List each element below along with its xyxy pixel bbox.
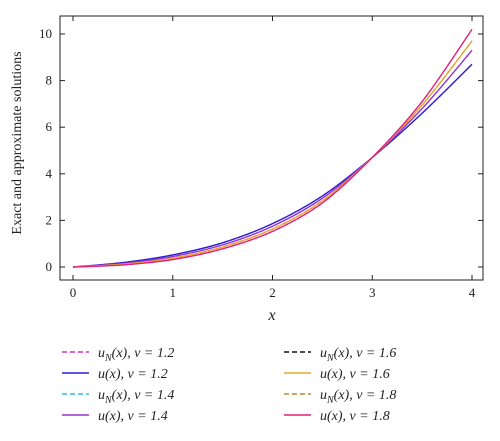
axes: 0 1 2 3 4 0 2 4 6 8 10 xyxy=(39,16,483,300)
series-line-0 xyxy=(72,63,473,268)
x-tick-label: 0 xyxy=(70,285,77,300)
legend: uN(x), ν = 1.2 u(x), ν = 1.2 uN(x), ν = 1.… xyxy=(62,346,396,424)
x-tick-label: 1 xyxy=(170,285,177,300)
y-tick-label: 2 xyxy=(46,212,53,227)
series-line-3 xyxy=(72,49,473,268)
series-line-5 xyxy=(72,40,473,268)
legend-entry-label: u(x), ν = 1.8 xyxy=(320,409,390,424)
y-axis-title: Exact and approximate solutions xyxy=(10,51,25,234)
legend-entry-label: uN(x), ν = 1.4 xyxy=(98,388,174,406)
y-tick-label: 4 xyxy=(46,166,53,181)
legend-entry-label: uN(x), ν = 1.2 xyxy=(98,346,174,364)
series-line-7 xyxy=(72,28,473,268)
plot-area xyxy=(59,15,484,281)
y-tick-label: 8 xyxy=(46,73,53,88)
x-axis-title: x xyxy=(267,307,275,324)
legend-entry-label: uN(x), ν = 1.6 xyxy=(320,346,396,364)
y-tick-label: 0 xyxy=(46,259,53,274)
series-line-4 xyxy=(72,40,473,268)
x-tick-label: 3 xyxy=(369,285,376,300)
series-layer xyxy=(72,28,473,268)
y-tick-label: 6 xyxy=(46,119,53,134)
legend-entry-label: u(x), ν = 1.2 xyxy=(98,367,168,382)
series-line-2 xyxy=(72,49,473,268)
plot-frame xyxy=(59,15,484,281)
legend-entry-label: uN(x), ν = 1.8 xyxy=(320,388,396,406)
x-tick-label: 4 xyxy=(469,285,476,300)
legend-entry-label: u(x), ν = 1.6 xyxy=(320,367,390,382)
y-tick-label: 10 xyxy=(39,26,52,41)
legend-entry-label: u(x), ν = 1.4 xyxy=(98,409,168,424)
x-tick-label: 2 xyxy=(269,285,276,300)
series-line-1 xyxy=(72,63,473,268)
